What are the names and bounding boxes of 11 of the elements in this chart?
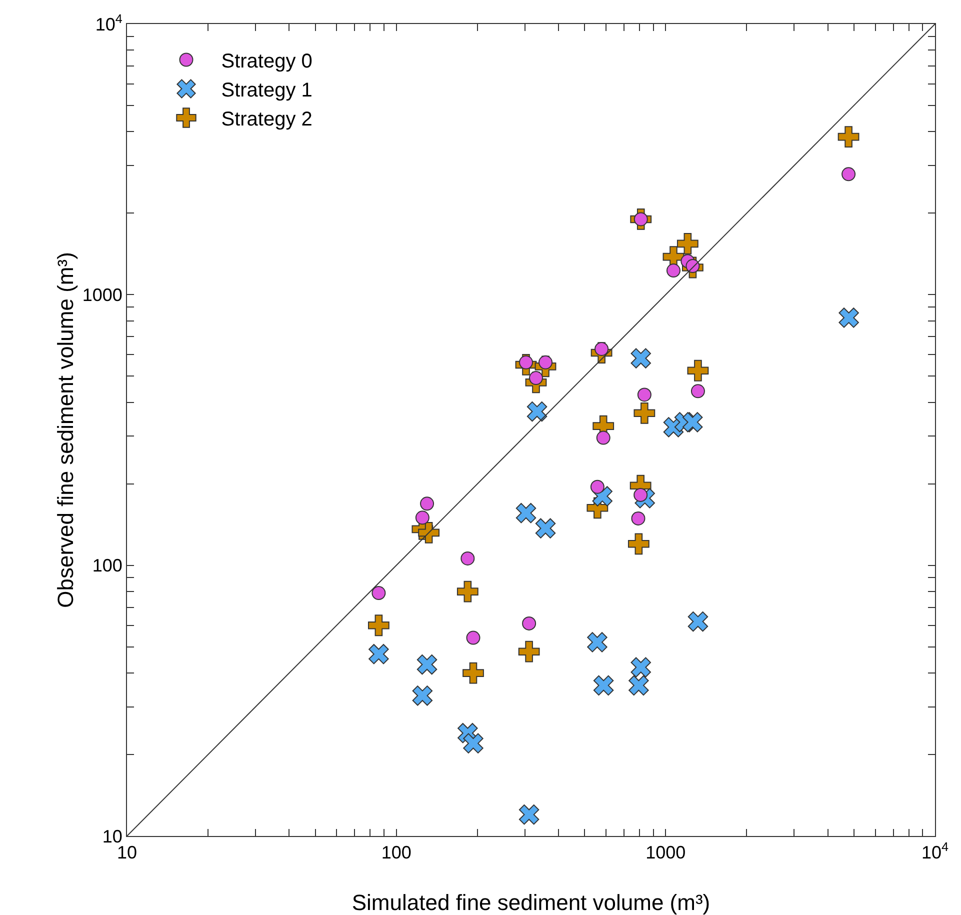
legend-label: Strategy 1 — [221, 80, 312, 102]
y-axis-title: Observed fine sediment volume (m³) — [53, 252, 78, 608]
x-tick-label: 1000 — [646, 842, 686, 863]
x-tick-label: 100 — [381, 842, 412, 863]
x-axis-title: Simulated fine sediment volume (m³) — [352, 890, 710, 915]
y-tick-label: 1000 — [82, 284, 122, 305]
legend-label: Strategy 2 — [221, 108, 312, 131]
y-tick-label: 100 — [92, 556, 122, 576]
y-tick-label: 10$^{4}$ — [95, 12, 122, 34]
x-tick-label: 10$^{4}$ — [921, 840, 949, 863]
legend-label: Strategy 0 — [221, 50, 312, 73]
